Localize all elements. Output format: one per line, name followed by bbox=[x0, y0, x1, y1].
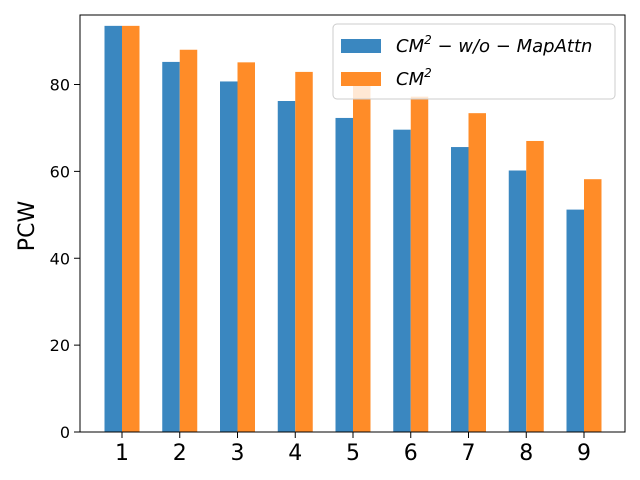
bars-layer bbox=[104, 25, 602, 433]
bar bbox=[122, 25, 140, 432]
bar bbox=[277, 101, 296, 432]
x-tick-label: 2 bbox=[173, 441, 187, 466]
bar bbox=[410, 96, 429, 432]
y-tick-label: 80 bbox=[50, 76, 70, 95]
bar bbox=[104, 25, 122, 432]
legend: CM2 − w/o − MapAttn CM2 bbox=[332, 23, 616, 100]
y-tick-label: 20 bbox=[50, 336, 70, 355]
x-tick-label: 4 bbox=[288, 441, 302, 466]
legend-swatch bbox=[341, 72, 381, 86]
y-axis: 0 20 40 60 80 bbox=[50, 76, 80, 442]
y-axis-title: PCW bbox=[15, 201, 40, 252]
y-tick-label: 40 bbox=[50, 249, 70, 268]
x-tick-label: 8 bbox=[519, 441, 533, 466]
bar bbox=[220, 81, 238, 432]
legend-frame bbox=[332, 23, 616, 100]
y-tick-label: 60 bbox=[50, 162, 70, 181]
bar bbox=[237, 62, 255, 433]
bar bbox=[353, 83, 371, 433]
bar bbox=[295, 71, 313, 432]
x-tick-label: 9 bbox=[577, 441, 591, 466]
bar bbox=[451, 147, 469, 433]
bar bbox=[566, 209, 584, 432]
x-axis: 1 2 3 4 5 6 7 8 9 bbox=[115, 432, 591, 466]
bar bbox=[468, 113, 486, 432]
bar bbox=[584, 179, 602, 432]
x-tick-label: 3 bbox=[231, 441, 245, 466]
x-tick-label: 5 bbox=[346, 441, 360, 466]
x-tick-label: 7 bbox=[462, 441, 476, 466]
bar bbox=[526, 140, 544, 432]
legend-label: CM2 bbox=[396, 66, 432, 90]
bar bbox=[508, 170, 527, 432]
legend-label: CM2 − w/o − MapAttn bbox=[396, 33, 592, 57]
bar bbox=[335, 117, 353, 433]
bar bbox=[393, 129, 411, 433]
bar bbox=[179, 49, 198, 432]
x-tick-label: 1 bbox=[115, 441, 129, 466]
x-tick-label: 6 bbox=[404, 441, 418, 466]
bar bbox=[162, 61, 180, 432]
y-tick-label: 0 bbox=[60, 423, 70, 442]
legend-swatch bbox=[341, 39, 381, 53]
